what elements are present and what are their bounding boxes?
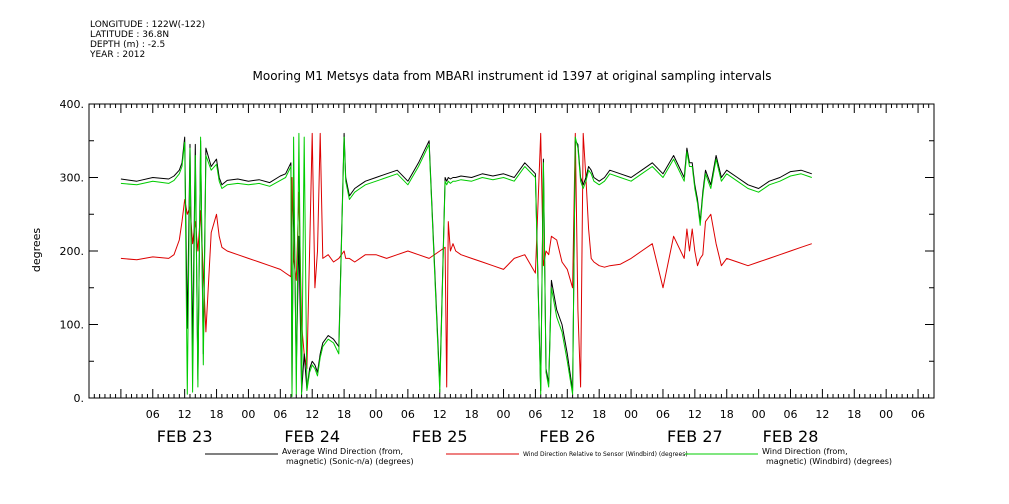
x-hour-tick-label: 18: [847, 408, 861, 421]
chart-title: Mooring M1 Metsys data from MBARI instru…: [253, 69, 772, 83]
series-line-2: [120, 132, 812, 388]
x-hour-tick-label: 06: [784, 408, 798, 421]
x-hour-tick-label: 12: [178, 408, 192, 421]
latitude-label: LATITUDE : 36.8N: [90, 30, 170, 40]
x-hour-tick-label: 12: [688, 408, 702, 421]
y-tick-label: 300.: [60, 172, 85, 185]
y-tick-label: 0.: [74, 392, 85, 405]
x-hour-tick-label: 00: [241, 408, 255, 421]
x-hour-tick-label: 12: [815, 408, 829, 421]
series-line-3: [120, 132, 812, 397]
x-day-label: FEB 27: [667, 427, 723, 446]
y-tick-label: 400.: [60, 98, 85, 111]
x-hour-tick-label: 06: [528, 408, 542, 421]
x-hour-tick-label: 12: [433, 408, 447, 421]
x-hour-tick-label: 18: [337, 408, 351, 421]
year-label: YEAR : 2012: [90, 50, 146, 60]
plot-frame: [88, 103, 935, 399]
series-line-1: [120, 132, 812, 393]
legend-label-1: Average Wind Direction (from,: [282, 447, 403, 456]
longitude-label: LONGITUDE : 122W(-122): [90, 20, 206, 30]
y-tick-label: 100.: [60, 319, 85, 332]
x-hour-tick-label: 00: [752, 408, 766, 421]
x-hour-tick-label: 06: [656, 408, 670, 421]
series-layer: [120, 132, 812, 397]
x-hour-tick-label: 06: [146, 408, 160, 421]
metadata-block: LONGITUDE : 122W(-122) LATITUDE : 36.8N …: [90, 20, 205, 60]
depth-label: DEPTH (m) : -2.5: [90, 40, 166, 50]
x-hour-tick-label: 00: [624, 408, 638, 421]
x-hour-tick-label: 18: [465, 408, 479, 421]
x-day-label: FEB 25: [412, 427, 468, 446]
y-axis: 0. 100. 200. 300. 400.: [60, 98, 934, 405]
x-hour-tick-label: 06: [401, 408, 415, 421]
y-axis-label: degrees: [30, 228, 43, 273]
x-hour-tick-label: 18: [210, 408, 224, 421]
x-hour-tick-label: 06: [273, 408, 287, 421]
x-axis: 06 12 18 00 06 12 18 00 06 12 18 00 06 12 18 00 06 12 18 00…: [93, 104, 930, 446]
x-hour-tick-label: 18: [720, 408, 734, 421]
x-hour-tick-label: 12: [560, 408, 574, 421]
legend: Average Wind Direction (from,magnetic) (…: [205, 447, 892, 466]
x-day-label: FEB 24: [284, 427, 340, 446]
y-tick-label: 200.: [60, 245, 85, 258]
legend-label-2: Wind Direction Relative to Sensor (Windb…: [523, 451, 688, 458]
x-hour-tick-label: 12: [305, 408, 319, 421]
legend-label-1-line2: magnetic) (Sonic-n/a) (degrees): [286, 457, 414, 466]
legend-label-3: Wind Direction (from,: [762, 447, 848, 456]
x-hour-tick-label: 18: [592, 408, 606, 421]
x-day-label: FEB 23: [157, 427, 213, 446]
x-day-label: FEB 26: [539, 427, 595, 446]
x-hour-tick-label: 00: [369, 408, 383, 421]
x-hour-tick-label: 00: [879, 408, 893, 421]
x-hour-tick-label: 06: [911, 408, 925, 421]
legend-label-3-line2: magnetic) (Windbird) (degrees): [766, 457, 892, 466]
x-hour-tick-label: 00: [497, 408, 511, 421]
x-day-label: FEB 28: [763, 427, 819, 446]
